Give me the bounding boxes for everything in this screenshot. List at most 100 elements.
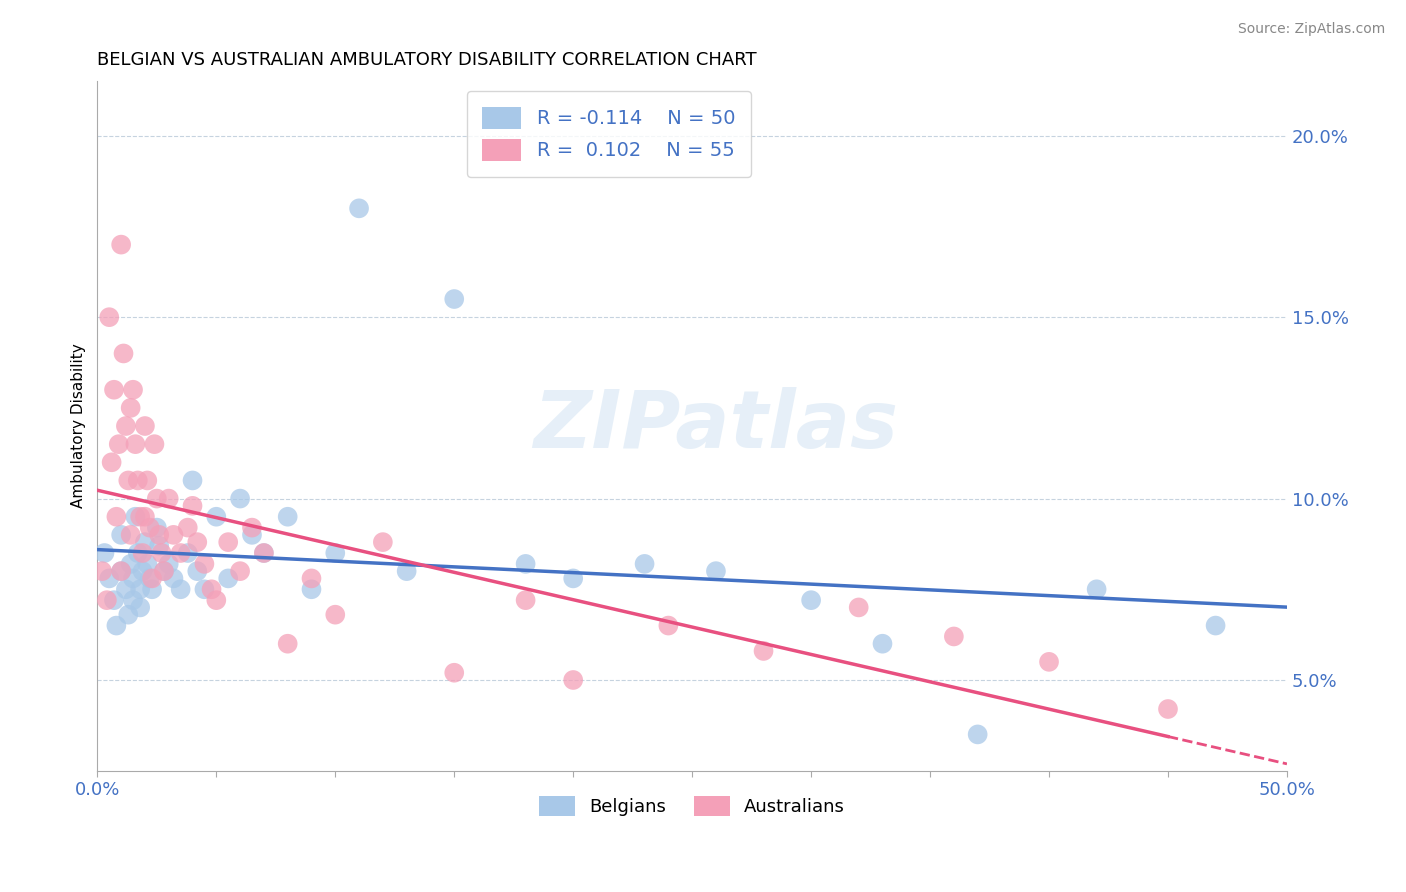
Point [395,564,418,578]
Point [1038,655,1060,669]
Point [134,509,156,524]
Point [371,535,394,549]
Point [848,600,870,615]
Point [301,571,323,585]
Point [141,582,163,597]
Point [150,546,173,560]
Point [657,618,679,632]
Point [124,509,146,524]
Point [562,673,585,687]
Point [138,520,160,534]
Point [136,474,159,488]
Point [966,727,988,741]
Point [98,310,121,325]
Point [120,557,142,571]
Point [129,600,152,615]
Point [443,292,465,306]
Point [217,571,239,585]
Point [515,557,537,571]
Point [127,546,149,560]
Point [177,546,200,560]
Point [181,474,204,488]
Point [127,474,149,488]
Point [240,520,263,534]
Point [131,564,153,578]
Text: Source: ZipAtlas.com: Source: ZipAtlas.com [1237,22,1385,37]
Point [110,564,132,578]
Point [103,383,125,397]
Point [229,564,252,578]
Point [177,520,200,534]
Point [138,571,160,585]
Point [98,571,121,585]
Text: ZIPatlas: ZIPatlas [533,387,898,465]
Point [105,509,128,524]
Point [704,564,727,578]
Point [122,383,145,397]
Point [162,528,184,542]
Point [1085,582,1108,597]
Point [562,571,585,585]
Point [277,509,299,524]
Point [112,346,135,360]
Point [253,546,276,560]
Point [633,557,655,571]
Point [157,491,180,506]
Point [200,582,222,597]
Point [93,546,115,560]
Point [129,509,152,524]
Point [515,593,537,607]
Point [157,557,180,571]
Point [181,499,204,513]
Point [117,607,139,622]
Point [124,437,146,451]
Point [193,582,215,597]
Point [240,528,263,542]
Point [229,491,252,506]
Point [110,564,132,578]
Point [942,630,965,644]
Point [148,539,170,553]
Point [143,437,166,451]
Point [193,557,215,571]
Point [110,528,132,542]
Point [217,535,239,549]
Point [105,618,128,632]
Point [115,582,138,597]
Point [872,637,894,651]
Text: BELGIAN VS AUSTRALIAN AMBULATORY DISABILITY CORRELATION CHART: BELGIAN VS AUSTRALIAN AMBULATORY DISABIL… [97,51,756,69]
Point [153,564,176,578]
Point [1157,702,1180,716]
Point [120,528,142,542]
Point [162,571,184,585]
Point [134,535,156,549]
Point [148,528,170,542]
Point [186,535,208,549]
Point [131,546,153,560]
Point [136,557,159,571]
Point [120,401,142,415]
Point [115,419,138,434]
Point [323,546,346,560]
Point [146,491,169,506]
Point [277,637,299,651]
Point [129,582,152,597]
Point [153,564,176,578]
Point [186,564,208,578]
Point [800,593,823,607]
Point [141,571,163,585]
Point [1205,618,1227,632]
Point [91,564,114,578]
Point [323,607,346,622]
Point [103,593,125,607]
Point [122,571,145,585]
Point [169,582,191,597]
Point [110,237,132,252]
Point [205,593,228,607]
Point [100,455,122,469]
Point [301,582,323,597]
Y-axis label: Ambulatory Disability: Ambulatory Disability [72,343,86,508]
Point [169,546,191,560]
Legend: Belgians, Australians: Belgians, Australians [531,789,852,823]
Point [347,202,370,216]
